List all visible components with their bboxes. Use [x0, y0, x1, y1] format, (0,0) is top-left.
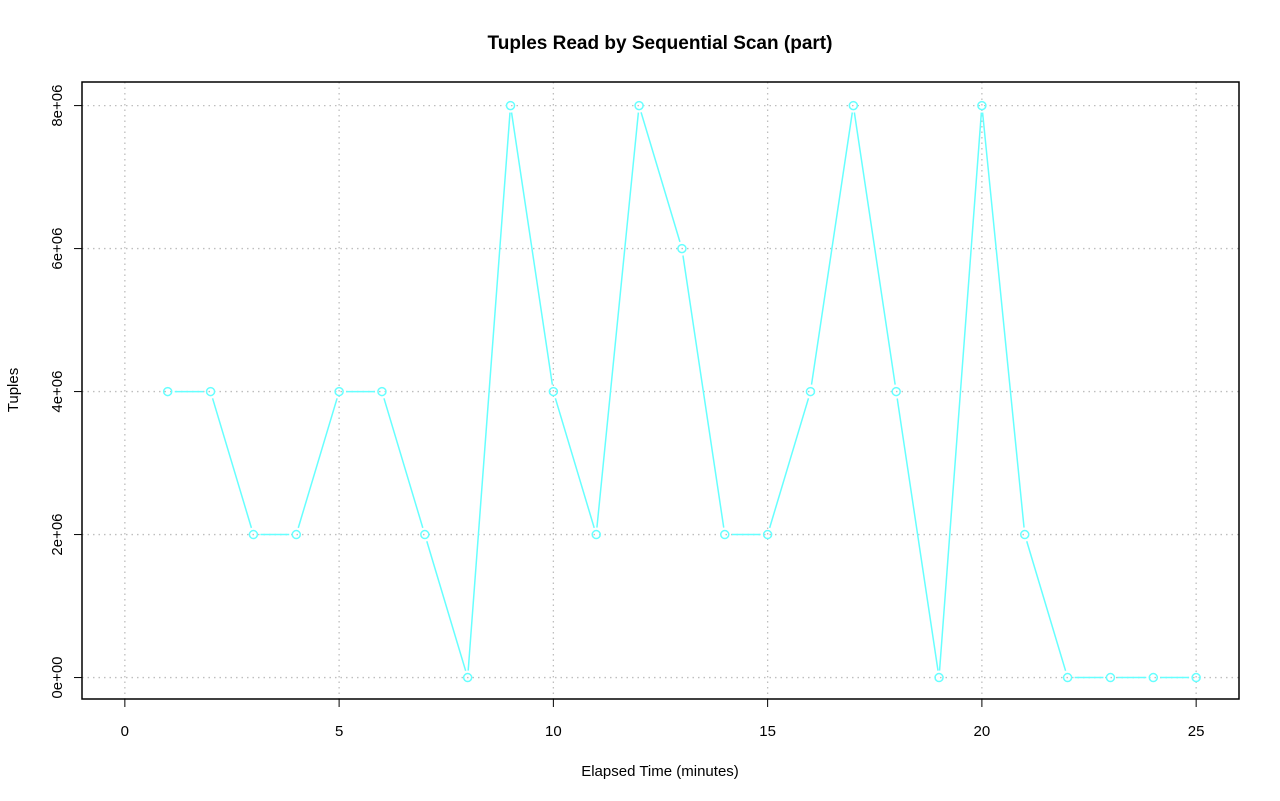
series-segment	[640, 112, 681, 243]
data-point	[548, 386, 559, 397]
series-segment	[297, 398, 338, 529]
x-tick-label: 10	[545, 723, 562, 740]
series-line	[174, 112, 1190, 679]
data-point	[934, 672, 944, 683]
data-point	[334, 386, 344, 397]
data-point	[291, 529, 302, 540]
x-tick-label: 25	[1188, 723, 1205, 740]
series-segment	[426, 541, 467, 672]
series-segment	[467, 112, 511, 671]
data-point	[720, 529, 730, 540]
x-tick-label: 5	[335, 723, 343, 740]
y-tick-label: 0e+00	[49, 656, 66, 698]
data-point	[848, 100, 859, 111]
data-point	[1019, 529, 1030, 540]
chart-title: Tuples Read by Sequential Scan (part)	[488, 33, 833, 54]
data-points	[162, 100, 1201, 683]
data-point	[462, 672, 473, 683]
y-tick-label: 8e+06	[49, 85, 66, 127]
data-point	[977, 100, 987, 111]
data-point	[248, 529, 259, 540]
series-segment	[810, 112, 854, 385]
data-point	[677, 243, 687, 254]
y-axis: 0e+00 2e+06 4e+06 6e+06 8e+06	[49, 85, 82, 699]
data-point	[205, 386, 216, 397]
series-segment	[554, 398, 595, 529]
y-tick-label: 2e+06	[49, 513, 66, 555]
x-axis-label: Elapsed Time (minutes)	[581, 763, 739, 780]
series-segment	[853, 112, 896, 385]
data-point	[891, 386, 901, 397]
series-segment	[938, 112, 983, 671]
data-point	[377, 386, 387, 397]
series-segment	[383, 398, 424, 529]
series-segment	[1026, 541, 1067, 672]
data-point	[162, 386, 173, 397]
data-point	[1191, 672, 1201, 683]
data-point	[591, 529, 601, 540]
data-point	[1062, 672, 1073, 683]
series-segment	[896, 398, 939, 671]
series-segment	[510, 112, 554, 385]
data-point	[420, 529, 430, 540]
grid	[82, 82, 1239, 699]
y-tick-label: 6e+06	[49, 228, 66, 270]
series-segment	[768, 398, 810, 529]
data-point	[634, 100, 644, 111]
series-segment	[596, 112, 640, 528]
data-point	[1105, 672, 1116, 683]
y-axis-label: Tuples	[5, 368, 22, 412]
series-segment	[682, 255, 725, 528]
data-point	[505, 100, 516, 111]
y-tick-label: 4e+06	[49, 371, 66, 413]
data-point	[1148, 672, 1159, 683]
x-tick-label: 20	[974, 723, 991, 740]
x-tick-label: 15	[759, 723, 776, 740]
plot-frame	[81, 81, 1240, 700]
x-axis: 0 5 10 15 20 25	[121, 699, 1205, 740]
series-segment	[211, 398, 253, 529]
x-tick-label: 0	[121, 723, 129, 740]
series-segment	[981, 112, 1025, 528]
data-point	[805, 386, 816, 397]
data-point	[762, 529, 773, 540]
